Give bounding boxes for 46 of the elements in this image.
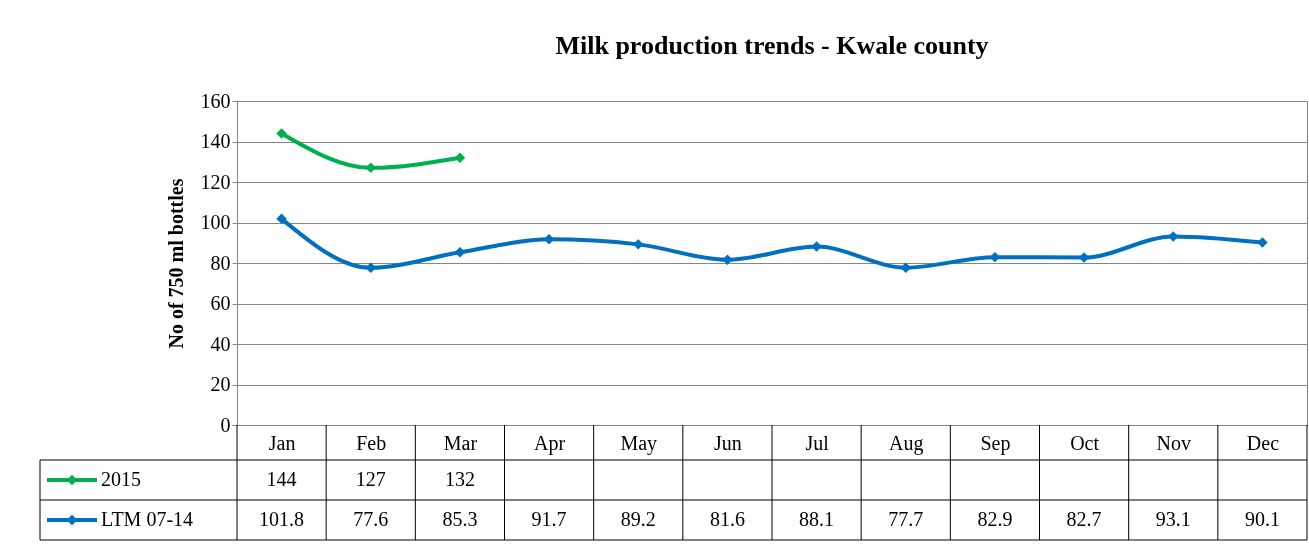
chart-title: Milk production trends - Kwale county [555,31,989,60]
y-tick-label: 160 [200,89,231,112]
data-label: 132 [444,468,475,490]
data-label: 144 [266,468,297,490]
x-tick-label: Oct [1070,431,1100,454]
data-label: 89.2 [620,508,656,530]
data-label: 82.9 [977,508,1013,530]
y-tick-label: 80 [210,251,231,274]
x-tick-label: Aug [889,431,924,455]
x-tick-label: May [620,431,658,455]
y-tick-label: 0 [220,413,231,436]
data-label: 82.7 [1066,508,1102,530]
point [722,254,733,265]
data-label: 127 [355,468,386,490]
y-tick-label: 20 [210,373,231,395]
data-label: 88.1 [799,508,835,530]
data-label: 81.6 [709,508,745,530]
legend-label: LTM 07-14 [101,508,194,530]
point [454,152,466,163]
x-tick-label: Dec [1246,431,1280,454]
x-tick-label: Feb [356,431,387,454]
y-tick-label: 120 [200,170,231,193]
y-axis-title: No of 750 ml bottles [164,178,187,349]
y-tick-label: 40 [210,332,231,355]
data-label: 91.7 [531,508,567,530]
data-label: 101.8 [259,508,305,530]
x-tick-label: Jun [714,431,742,454]
x-tick-label: Sep [980,431,1011,455]
data-label: 77.7 [888,508,924,530]
x-tick-label: Apr [534,431,566,455]
x-tick-label: Mar [443,431,478,454]
y-tick-label: 60 [210,292,231,314]
x-tick-label: Nov [1156,431,1191,454]
point [276,128,287,139]
x-tick-label: Jan [268,431,296,454]
data-label: 93.1 [1155,508,1191,530]
point [276,213,287,225]
data-label: 85.3 [442,508,478,530]
point [633,239,644,250]
y-tick-label: 140 [200,130,231,152]
legend-label: 2015 [101,468,141,490]
data-label: 77.6 [353,508,389,530]
point [1257,237,1268,248]
y-tick-label: 100 [200,211,231,233]
x-tick-label: Jul [805,431,830,454]
data-label: 90.1 [1244,508,1280,530]
